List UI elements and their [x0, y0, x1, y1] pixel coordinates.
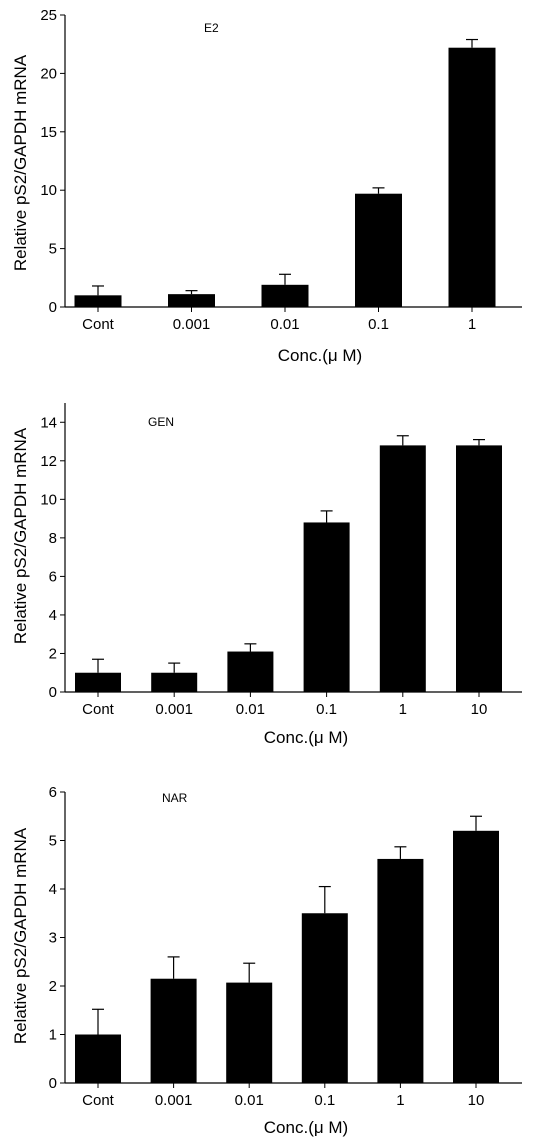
bar-e2-0 — [74, 295, 122, 307]
y-axis-label-gen: Relative pS2/GAPDH mRNA — [11, 427, 30, 644]
bar-e2-2 — [261, 284, 309, 307]
x-tick-label-nar-3: 0.1 — [314, 1092, 335, 1109]
bar-gen-1 — [151, 672, 198, 692]
bar-nar-3 — [301, 913, 348, 1083]
y-axis-label-e2: Relative pS2/GAPDH mRNA — [11, 54, 30, 271]
x-tick-label-e2-1: 0.001 — [173, 316, 211, 333]
bar-e2-4 — [448, 47, 496, 307]
y-tick-label-e2-1: 5 — [49, 241, 57, 258]
y-tick-label-gen-1: 2 — [49, 645, 57, 662]
bar-nar-1 — [150, 978, 197, 1083]
panel-gen: 0 2 4 6 8 10 12 14 Cont 0.001 0.01 0.1 1 10 GEN Conc.… — [11, 403, 522, 747]
y-tick-label-gen-6: 12 — [40, 453, 57, 470]
y-tick-label-e2-2: 10 — [40, 182, 57, 199]
panel-title-nar: NAR — [162, 791, 188, 805]
bar-nar-2 — [226, 982, 273, 1083]
bar-e2-3 — [355, 193, 402, 307]
y-tick-label-nar-3: 3 — [49, 930, 57, 947]
y-tick-label-gen-2: 4 — [49, 607, 57, 624]
x-tick-label-e2-0: Cont — [82, 316, 115, 333]
y-tick-label-e2-4: 20 — [40, 65, 57, 82]
y-tick-label-nar-2: 2 — [49, 978, 57, 995]
y-axis-label-nar: Relative pS2/GAPDH mRNA — [11, 827, 30, 1044]
x-axis-label-gen: Conc.(μ M) — [264, 728, 348, 747]
bar-e2-1 — [168, 294, 215, 307]
y-tick-label-e2-5: 25 — [40, 7, 57, 24]
bar-gen-2 — [227, 651, 274, 692]
panel-nar: 0 1 2 3 4 5 6 Cont 0.001 0.01 0.1 1 10 NAR Conc.(μ M… — [11, 784, 522, 1137]
x-tick-label-gen-1: 0.001 — [155, 701, 193, 718]
bar-nar-4 — [377, 858, 424, 1083]
bar-gen-0 — [75, 672, 121, 692]
y-tick-label-nar-0: 0 — [49, 1075, 57, 1092]
y-tick-label-gen-5: 10 — [40, 491, 57, 508]
x-tick-label-gen-2: 0.01 — [236, 701, 265, 718]
x-tick-label-nar-1: 0.001 — [155, 1092, 193, 1109]
plot-area-nar: 0 1 2 3 4 5 6 Cont 0.001 0.01 0.1 1 10 — [49, 784, 522, 1109]
y-tick-label-gen-4: 8 — [49, 530, 57, 547]
x-tick-label-nar-4: 1 — [396, 1092, 404, 1109]
x-tick-label-gen-0: Cont — [82, 701, 115, 718]
panel-e2: 0 5 10 15 20 25 Cont 0.001 0.01 0.1 1 E2 Conc.(μ M… — [11, 7, 522, 365]
x-tick-label-e2-3: 0.1 — [368, 316, 389, 333]
x-tick-label-gen-5: 10 — [471, 701, 488, 718]
y-tick-label-nar-5: 5 — [49, 833, 57, 850]
y-tick-label-gen-0: 0 — [49, 684, 57, 701]
x-tick-label-nar-0: Cont — [82, 1092, 115, 1109]
y-tick-label-gen-3: 6 — [49, 568, 57, 585]
x-tick-label-nar-2: 0.01 — [235, 1092, 264, 1109]
plot-area-e2: 0 5 10 15 20 25 Cont 0.001 0.01 0.1 1 — [40, 7, 522, 333]
panel-title-gen: GEN — [148, 415, 174, 429]
y-tick-label-nar-6: 6 — [49, 784, 57, 801]
bar-gen-5 — [456, 445, 502, 692]
y-tick-label-nar-1: 1 — [49, 1027, 57, 1044]
panel-title-e2: E2 — [204, 21, 219, 35]
y-tick-label-nar-4: 4 — [49, 881, 57, 898]
x-axis-label-e2: Conc.(μ M) — [278, 346, 362, 365]
x-axis-label-nar: Conc.(μ M) — [264, 1118, 348, 1137]
bar-nar-0 — [75, 1034, 121, 1083]
x-tick-label-e2-4: 1 — [468, 316, 476, 333]
bar-gen-4 — [379, 445, 426, 692]
y-tick-label-gen-7: 14 — [40, 414, 57, 431]
x-tick-label-gen-3: 0.1 — [316, 701, 337, 718]
x-tick-label-e2-2: 0.01 — [270, 316, 299, 333]
bar-nar-5 — [453, 830, 499, 1083]
x-tick-label-nar-5: 10 — [468, 1092, 485, 1109]
x-tick-label-gen-4: 1 — [399, 701, 407, 718]
bar-gen-3 — [303, 522, 350, 692]
y-tick-label-e2-3: 15 — [40, 124, 57, 141]
plot-area-gen: 0 2 4 6 8 10 12 14 Cont 0.001 0.01 0.1 1 10 — [40, 403, 522, 718]
y-tick-label-e2-0: 0 — [49, 299, 57, 316]
